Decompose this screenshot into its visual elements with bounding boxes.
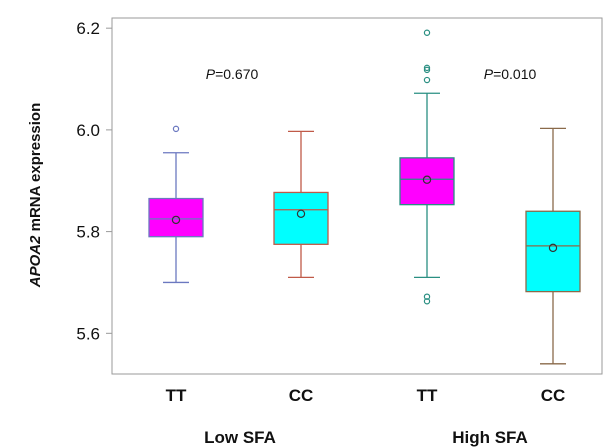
mean-marker bbox=[171, 215, 181, 225]
y-axis-label-gene: APOA2 bbox=[27, 235, 44, 288]
outlier-point bbox=[423, 29, 431, 36]
box-2 bbox=[273, 130, 329, 279]
outlier-point bbox=[423, 293, 431, 300]
mean-marker bbox=[422, 175, 432, 184]
outlier-point bbox=[423, 66, 431, 74]
x-category-label: TT bbox=[417, 386, 438, 405]
x-category-label: CC bbox=[289, 386, 314, 405]
outlier-point bbox=[423, 298, 431, 305]
y-tick-label: 6.0 bbox=[76, 121, 100, 140]
y-tick-label: 6.2 bbox=[76, 19, 100, 38]
y-tick-label: 5.8 bbox=[76, 223, 100, 242]
outlier-point bbox=[423, 76, 431, 84]
p-value-annotation: P=0.010 bbox=[484, 66, 537, 82]
p-value-annotation: P=0.670 bbox=[206, 66, 259, 82]
y-axis-ticks: 5.6 5.8 6.0 6.2 bbox=[76, 19, 112, 343]
box-1 bbox=[148, 125, 204, 284]
plot-frame bbox=[111, 17, 603, 375]
y-tick-label: 5.6 bbox=[76, 324, 100, 343]
iqr-box bbox=[148, 197, 204, 238]
y-axis-label-rest: mRNA expression bbox=[27, 103, 44, 236]
x-category-label: TT bbox=[166, 386, 187, 405]
outlier-point bbox=[423, 64, 431, 72]
y-axis-label: APOA2 mRNA expression bbox=[27, 103, 44, 289]
outlier-point bbox=[172, 125, 180, 133]
mean-marker bbox=[296, 209, 306, 218]
x-category-label: CC bbox=[541, 386, 566, 405]
iqr-box bbox=[273, 191, 329, 245]
group-label: High SFA bbox=[452, 428, 528, 447]
box-series bbox=[148, 29, 581, 365]
box-3 bbox=[399, 29, 455, 305]
iqr-box bbox=[399, 157, 455, 206]
p-value-annotations: P=0.670 P=0.010 bbox=[206, 66, 537, 82]
group-label: Low SFA bbox=[204, 428, 276, 447]
box-4 bbox=[525, 127, 581, 365]
x-axis-category-labels: TT CC TT CC bbox=[166, 386, 566, 405]
mean-marker bbox=[548, 243, 558, 253]
group-labels: Low SFA High SFA bbox=[204, 428, 528, 447]
